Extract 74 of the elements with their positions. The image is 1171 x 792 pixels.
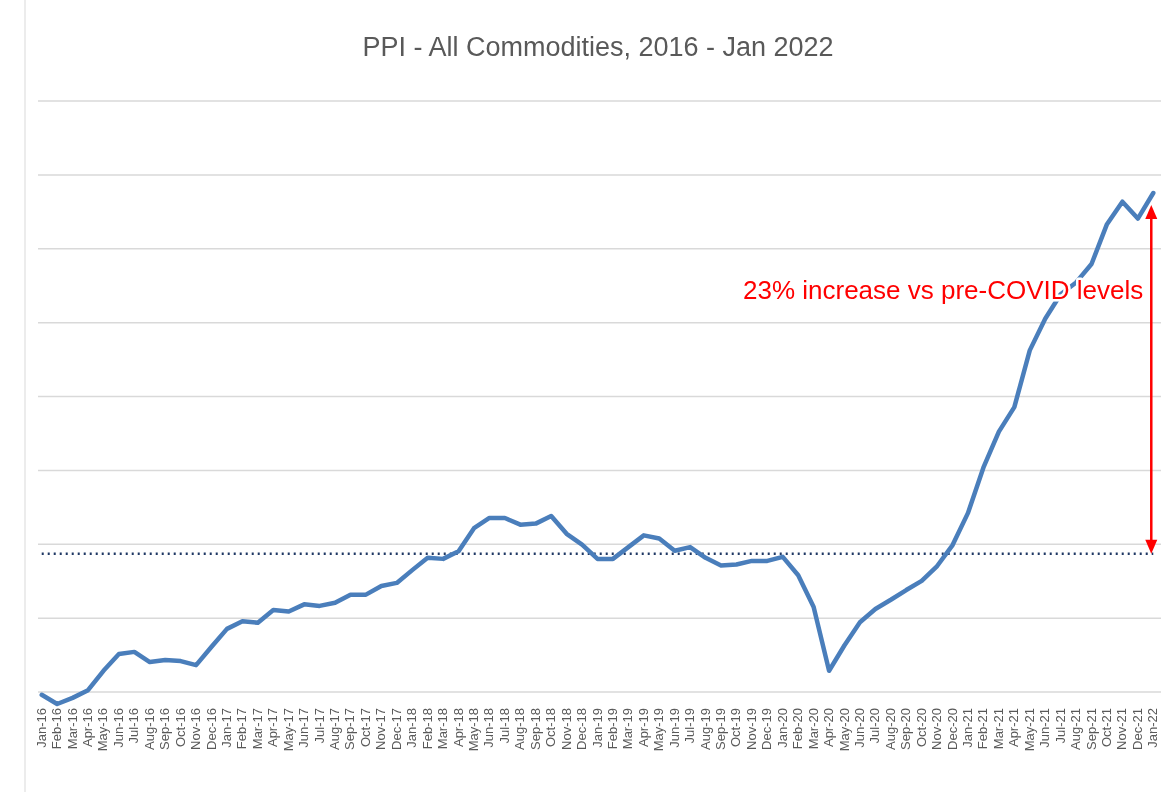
x-tick-label: Feb-21	[975, 708, 991, 750]
x-tick-label: Mar-17	[249, 708, 265, 750]
x-tick-label: Apr-20	[821, 708, 837, 748]
x-tick-label: Jan-19	[589, 708, 605, 748]
x-tick-label: Jan-17	[218, 708, 234, 748]
x-tick-label: May-21	[1021, 708, 1037, 752]
x-tick-label: Mar-19	[620, 708, 636, 750]
x-tick-label: Jan-20	[774, 708, 790, 748]
x-tick-label: Aug-21	[1068, 708, 1084, 750]
x-tick-label: Oct-18	[543, 708, 559, 748]
x-tick-label: Feb-19	[604, 708, 620, 750]
x-tick-label: Feb-17	[234, 708, 250, 750]
x-tick-label: May-18	[465, 708, 481, 752]
x-tick-label: Sep-16	[157, 708, 173, 750]
x-tick-label: Dec-18	[574, 708, 590, 750]
x-tick-label: Jun-18	[481, 708, 497, 748]
x-tick-label: Apr-16	[80, 708, 96, 748]
x-tick-label: Aug-19	[697, 708, 713, 750]
x-tick-label: Nov-20	[929, 708, 945, 750]
x-tick-label: Mar-21	[990, 708, 1006, 750]
x-tick-label: Dec-16	[203, 708, 219, 750]
x-tick-label: Feb-16	[49, 708, 65, 750]
x-tick-label: Oct-19	[728, 708, 744, 748]
x-tick-label: Mar-16	[64, 708, 80, 750]
x-tick-label: Jul-20	[867, 708, 883, 744]
x-tick-label: Jul-16	[126, 708, 142, 744]
x-tick-label: Jun-16	[110, 708, 126, 748]
x-tick-label: Jan-21	[960, 708, 976, 748]
x-tick-label: Apr-17	[265, 708, 281, 748]
x-tick-label: Nov-16	[188, 708, 204, 750]
x-tick-label: Mar-18	[435, 708, 451, 750]
x-tick-label: Jul-19	[682, 708, 698, 744]
x-tick-label: Jun-20	[851, 708, 867, 748]
x-tick-label: Oct-17	[357, 708, 373, 748]
x-tick-label: Dec-19	[759, 708, 775, 750]
x-tick-label: Jul-17	[311, 708, 327, 744]
x-tick-label: Nov-21	[1114, 708, 1130, 750]
x-tick-label: Oct-20	[913, 708, 929, 748]
x-tick-label: Apr-19	[635, 708, 651, 748]
x-tick-label: Aug-20	[882, 708, 898, 750]
x-tick-label: Jan-18	[404, 708, 420, 748]
x-tick-label: Sep-18	[527, 708, 543, 750]
x-tick-label: Apr-21	[1006, 708, 1022, 748]
x-tick-label: Jul-21	[1052, 708, 1068, 744]
x-tick-label: May-19	[651, 708, 667, 752]
x-tick-label: Sep-17	[342, 708, 358, 750]
x-tick-label: Sep-21	[1083, 708, 1099, 750]
x-tick-label: Dec-20	[944, 708, 960, 750]
x-tick-label: Oct-21	[1098, 708, 1114, 748]
x-tick-label: Oct-16	[172, 708, 188, 748]
x-tick-label: May-20	[836, 708, 852, 752]
x-tick-label: Mar-20	[805, 708, 821, 750]
x-tick-label: Feb-18	[419, 708, 435, 750]
x-tick-label: May-16	[95, 708, 111, 752]
x-tick-label: Jun-17	[296, 708, 312, 748]
x-tick-label: Jun-21	[1037, 708, 1053, 748]
x-tick-label: Dec-17	[388, 708, 404, 750]
x-tick-label: Sep-20	[898, 708, 914, 750]
x-tick-label: Jun-19	[666, 708, 682, 748]
x-tick-label: Aug-16	[141, 708, 157, 750]
x-tick-label: Nov-17	[373, 708, 389, 750]
chart-title: PPI - All Commodities, 2016 - Jan 2022	[362, 32, 834, 62]
x-tick-label: Feb-20	[790, 708, 806, 750]
x-tick-label: May-17	[280, 708, 296, 752]
x-tick-label: Dec-21	[1129, 708, 1145, 750]
x-tick-label: Aug-17	[327, 708, 343, 750]
x-tick-label: Jul-18	[496, 708, 512, 744]
x-tick-label: Jan-16	[33, 708, 49, 748]
x-tick-label: Sep-19	[713, 708, 729, 750]
x-tick-label: Nov-18	[558, 708, 574, 750]
x-tick-label: Aug-18	[512, 708, 528, 750]
x-tick-label: Apr-18	[450, 708, 466, 748]
x-tick-label: Nov-19	[743, 708, 759, 750]
x-tick-label: Jan-22	[1145, 708, 1161, 748]
